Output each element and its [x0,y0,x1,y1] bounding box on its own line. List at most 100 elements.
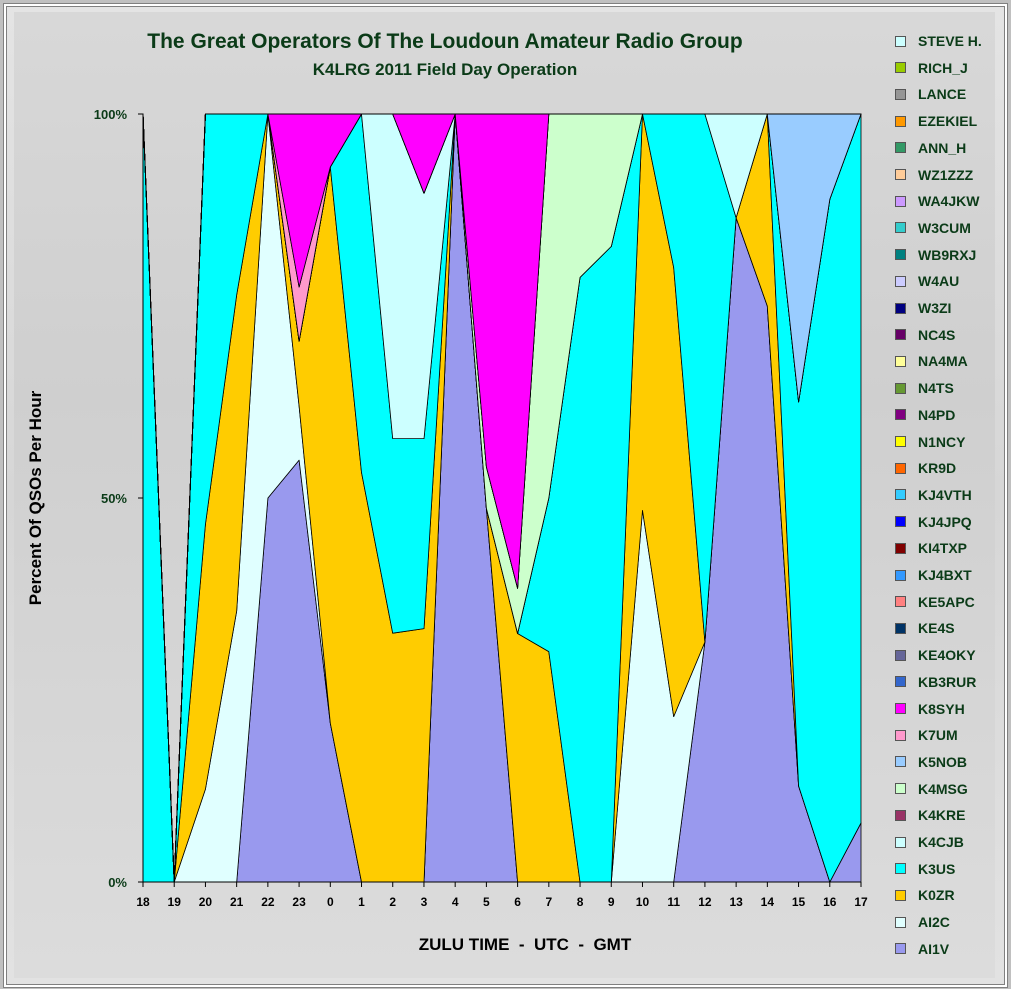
legend-item: KB3RUR [895,674,976,690]
legend-label: K4KRE [918,807,966,824]
legend-item: WA4JKW [895,193,979,209]
legend-item: K4KRE [895,807,965,823]
legend-label: LANCE [918,86,967,103]
legend-swatch [895,462,906,474]
area-steve-h- [142,113,862,883]
legend-item: N4TS [895,380,954,396]
legend-item: NA4MA [895,353,968,369]
x-tick-label: 6 [514,895,521,909]
x-tick-label: 11 [667,895,680,909]
legend-swatch [895,88,906,100]
legend-label: W4AU [918,273,960,290]
x-tick-label: 18 [136,895,150,909]
x-tick-label: 14 [761,895,775,909]
legend-item: KE5APC [895,594,975,610]
y-tick-label: 100% [94,107,128,122]
x-tick-label: 4 [452,895,459,909]
legend-label: KJ4BXT [918,567,972,583]
legend-swatch [895,275,906,287]
legend-item: W3ZI [895,300,951,316]
legend-label: K5NOB [918,753,968,770]
x-tick-label: 23 [292,895,306,909]
legend-swatch [895,863,906,875]
x-axis-label: ZULU TIME - UTC - GMT [418,935,632,954]
legend-label: K8SYH [918,700,965,717]
legend-item: WZ1ZZZ [895,167,973,183]
legend-label: KB3RUR [918,673,977,690]
legend-swatch [895,622,906,634]
legend-swatch [895,729,906,741]
legend-swatch [895,596,906,608]
x-tick-label: 1 [358,895,365,909]
legend-swatch [895,62,906,74]
legend-swatch [895,249,906,261]
legend-label: AI2C [918,914,950,931]
legend-item: WB9RXJ [895,247,976,263]
chart-subtitle: K4LRG 2011 Field Day Operation [312,60,578,79]
x-tick-label: 3 [421,895,428,909]
axes-group: 0%50%100%18 19 20 21 22 23 0 1 2 3 4 5 6 7 8 9 10 11 12 13 1… [94,107,868,909]
legend-label: K0ZR [918,887,955,904]
legend-label: ANN_H [918,139,967,156]
x-tick-label: 15 [792,895,806,909]
legend-label: AI1V [918,940,950,957]
legend-label: KE4S [918,620,955,637]
legend-swatch [895,676,906,688]
legend-item: AI1V [895,941,949,957]
legend-label: K4MSG [918,780,968,797]
legend-swatch [895,436,906,447]
y-tick-label: 0% [108,875,127,890]
legend-item: KR9D [895,460,956,476]
legend-label: KI4TXP [918,540,968,557]
legend-label: KJ4JPQ [918,513,972,530]
legend-item: K4MSG [895,781,968,797]
legend-item: AI2C [895,914,950,930]
legend-swatch [895,943,906,955]
legend-item: W4AU [895,273,959,289]
y-tick-label: 50% [101,491,127,506]
legend-swatch [895,889,906,901]
legend-item: LANCE [895,86,966,102]
legend-swatch [895,169,906,180]
legend-item: K7UM [895,727,958,743]
legend-label: N4PD [918,406,956,423]
area-series-group [142,113,862,883]
legend-item: KJ4BXT [895,567,972,583]
x-tick-label: 19 [168,895,182,909]
legend-label: K4CJB [918,834,964,850]
legend-label: W3ZI [918,300,952,316]
legend-swatch [895,836,906,848]
legend-swatch [895,195,906,207]
legend-item: KJ4JPQ [895,514,972,530]
legend-item: K3US [895,861,955,877]
legend-swatch [895,703,906,714]
legend-label: KJ4VTH [918,486,972,503]
legend-label: KR9D [918,460,957,477]
x-tick-label: 9 [608,895,615,909]
x-tick-label: 0 [327,895,334,909]
legend-item: KE4OKY [895,647,976,663]
chart-title: The Great Operators Of The Loudoun Amate… [147,30,743,53]
legend-item: ANN_H [895,140,966,156]
legend-item: NC4S [895,327,955,343]
legend-swatch [895,409,906,421]
legend-label: NA4MA [918,353,968,370]
legend-label: NC4S [918,326,956,343]
legend-item: K5NOB [895,754,967,770]
legend-swatch [895,756,906,768]
x-tick-label: 12 [698,895,712,909]
legend-item: K8SYH [895,701,965,717]
legend-item: KE4S [895,620,955,636]
legend-swatch [895,35,906,47]
x-tick-label: 13 [729,895,743,909]
legend-item: KI4TXP [895,540,967,556]
x-tick-label: 17 [854,895,868,909]
legend-label: N4TS [918,380,954,397]
x-tick-label: 7 [545,895,552,909]
legend-item: KJ4VTH [895,487,972,503]
legend-label: WZ1ZZZ [918,166,974,183]
legend-swatch [895,542,906,554]
legend-label: WB9RXJ [918,246,977,263]
legend-swatch [895,516,906,528]
